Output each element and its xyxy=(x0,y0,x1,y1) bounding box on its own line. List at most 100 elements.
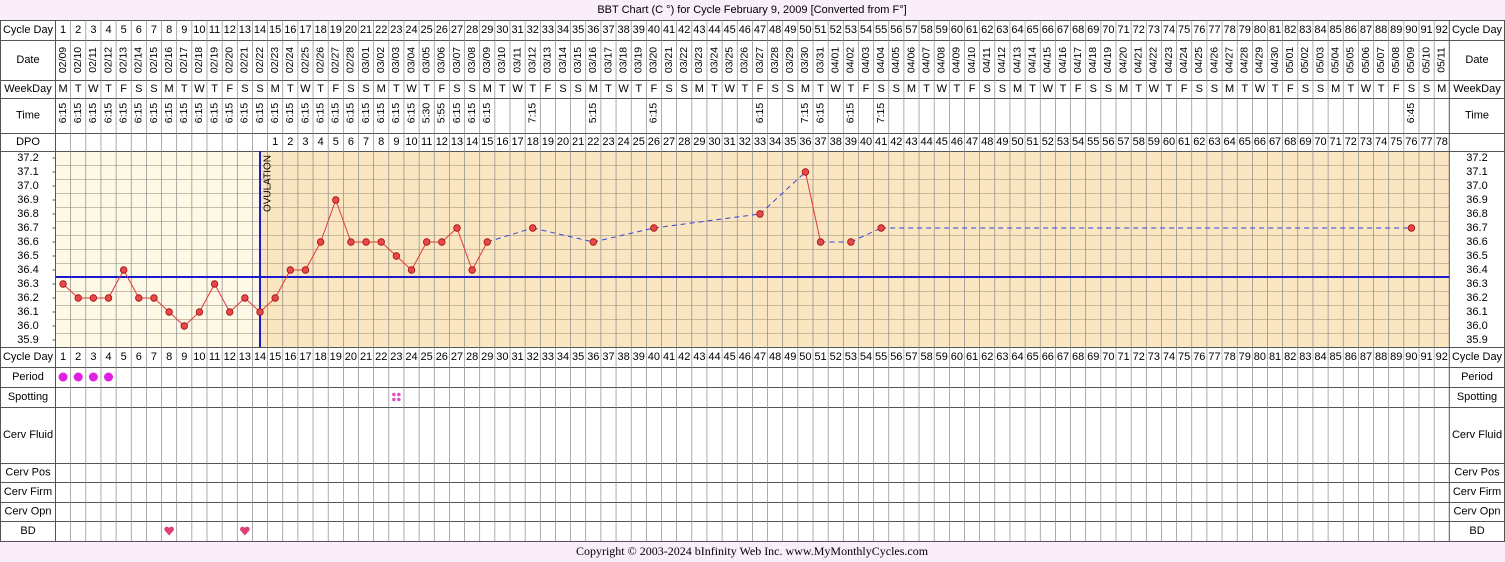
time: 6:15 xyxy=(208,103,220,124)
dpo: 64 xyxy=(1224,136,1236,148)
date: 03/13 xyxy=(542,47,554,73)
temp-point xyxy=(453,224,461,232)
cycle-day: 43 xyxy=(693,351,705,363)
cycle-day: 54 xyxy=(860,24,872,36)
dpo: 47 xyxy=(966,136,978,148)
dpo: 35 xyxy=(784,136,796,148)
dpo: 50 xyxy=(1011,136,1023,148)
date: 03/24 xyxy=(708,47,720,73)
cycle-day: 89 xyxy=(1390,24,1402,36)
cycle-day: 81 xyxy=(1269,24,1281,36)
cycle-day: 70 xyxy=(1102,351,1114,363)
y-tick-label: 36.7 xyxy=(1466,222,1487,234)
temp-point xyxy=(362,238,370,246)
weekday: T xyxy=(954,83,961,95)
weekday: S xyxy=(878,83,885,95)
date: 03/07 xyxy=(451,47,463,73)
weekday: W xyxy=(831,83,842,95)
cycle-day: 45 xyxy=(724,24,736,36)
temp-point xyxy=(332,196,340,204)
cycle-day: 18 xyxy=(315,24,327,36)
cycle-day: 61 xyxy=(966,24,978,36)
spotting-dot xyxy=(397,397,401,402)
date: 02/13 xyxy=(117,47,129,73)
weekday: W xyxy=(618,83,629,95)
row-label: WeekDay xyxy=(1453,83,1501,95)
cycle-day: 23 xyxy=(390,351,402,363)
weekday: S xyxy=(575,83,582,95)
weekday: M xyxy=(165,83,174,95)
y-tick-label: 36.4 xyxy=(1466,264,1487,276)
footer: Copyright © 2003-2024 bInfinity Web Inc.… xyxy=(576,544,929,558)
row-label: Cycle Day xyxy=(3,24,54,36)
cycle-day: 40 xyxy=(648,351,660,363)
dpo: 69 xyxy=(1299,136,1311,148)
row-label: Period xyxy=(12,371,44,383)
weekday: S xyxy=(256,83,263,95)
weekday: T xyxy=(211,83,218,95)
cycle-day: 38 xyxy=(618,351,630,363)
y-tick-label: 36.7 xyxy=(17,222,38,234)
y-tick-label: 37.2 xyxy=(1466,152,1487,164)
date: 04/21 xyxy=(1133,47,1145,73)
weekday: M xyxy=(1331,83,1340,95)
temp-gap-line xyxy=(487,227,533,243)
dpo: 19 xyxy=(542,136,554,148)
date: 03/01 xyxy=(360,47,372,73)
cycle-day: 54 xyxy=(860,351,872,363)
dpo: 74 xyxy=(1375,136,1387,148)
dpo: 28 xyxy=(678,136,690,148)
dpo: 73 xyxy=(1360,136,1372,148)
cycle-day: 22 xyxy=(375,24,387,36)
temp-gap-line xyxy=(850,227,882,243)
cycle-day: 83 xyxy=(1299,351,1311,363)
weekday: T xyxy=(848,83,855,95)
temp-line xyxy=(411,241,428,271)
cycle-day: 9 xyxy=(181,351,187,363)
cycle-day: 75 xyxy=(1178,351,1190,363)
cycle-day: 31 xyxy=(511,24,523,36)
cycle-day: 7 xyxy=(151,351,157,363)
cycle-day: 90 xyxy=(1405,351,1417,363)
time: 6:15 xyxy=(299,103,311,124)
cycle-day: 55 xyxy=(875,24,887,36)
temp-point xyxy=(529,224,537,232)
temp-point xyxy=(816,238,825,246)
weekday: T xyxy=(317,83,324,95)
cycle-day: 11 xyxy=(209,24,220,36)
temp-point xyxy=(392,252,401,260)
row-label: Cerv Opn xyxy=(4,505,51,517)
cycle-day: 76 xyxy=(1193,24,1205,36)
cycle-day: 43 xyxy=(693,24,705,36)
cycle-day: 62 xyxy=(981,351,993,363)
date: 03/03 xyxy=(390,47,402,73)
time: 6:15 xyxy=(178,103,190,124)
y-tick-label: 36.4 xyxy=(17,264,38,276)
dpo: 58 xyxy=(1133,136,1145,148)
weekday: W xyxy=(512,83,523,95)
cycle-day: 77 xyxy=(1208,351,1220,363)
cycle-day: 39 xyxy=(633,351,645,363)
dpo: 11 xyxy=(421,136,432,148)
cycle-day: 65 xyxy=(1027,351,1039,363)
weekday: W xyxy=(1149,83,1160,95)
dpo: 40 xyxy=(860,136,872,148)
cycle-day: 63 xyxy=(996,24,1008,36)
dpo: 43 xyxy=(905,136,917,148)
temp-point xyxy=(301,266,310,274)
date: 05/03 xyxy=(1314,47,1326,73)
dpo: 24 xyxy=(618,136,630,148)
time: 6:15 xyxy=(345,103,357,124)
date: 05/09 xyxy=(1405,47,1417,73)
cycle-day: 22 xyxy=(375,351,387,363)
time: 6:15 xyxy=(57,103,69,124)
temp-gap-line xyxy=(593,227,655,243)
temp-point xyxy=(241,294,249,302)
weekday: F xyxy=(120,83,127,95)
cycle-day: 41 xyxy=(663,24,675,36)
cycle-day: 29 xyxy=(481,24,493,36)
cycle-day: 84 xyxy=(1314,24,1326,36)
date: 03/12 xyxy=(527,47,539,73)
dpo: 62 xyxy=(1193,136,1205,148)
date: 04/26 xyxy=(1208,47,1220,73)
